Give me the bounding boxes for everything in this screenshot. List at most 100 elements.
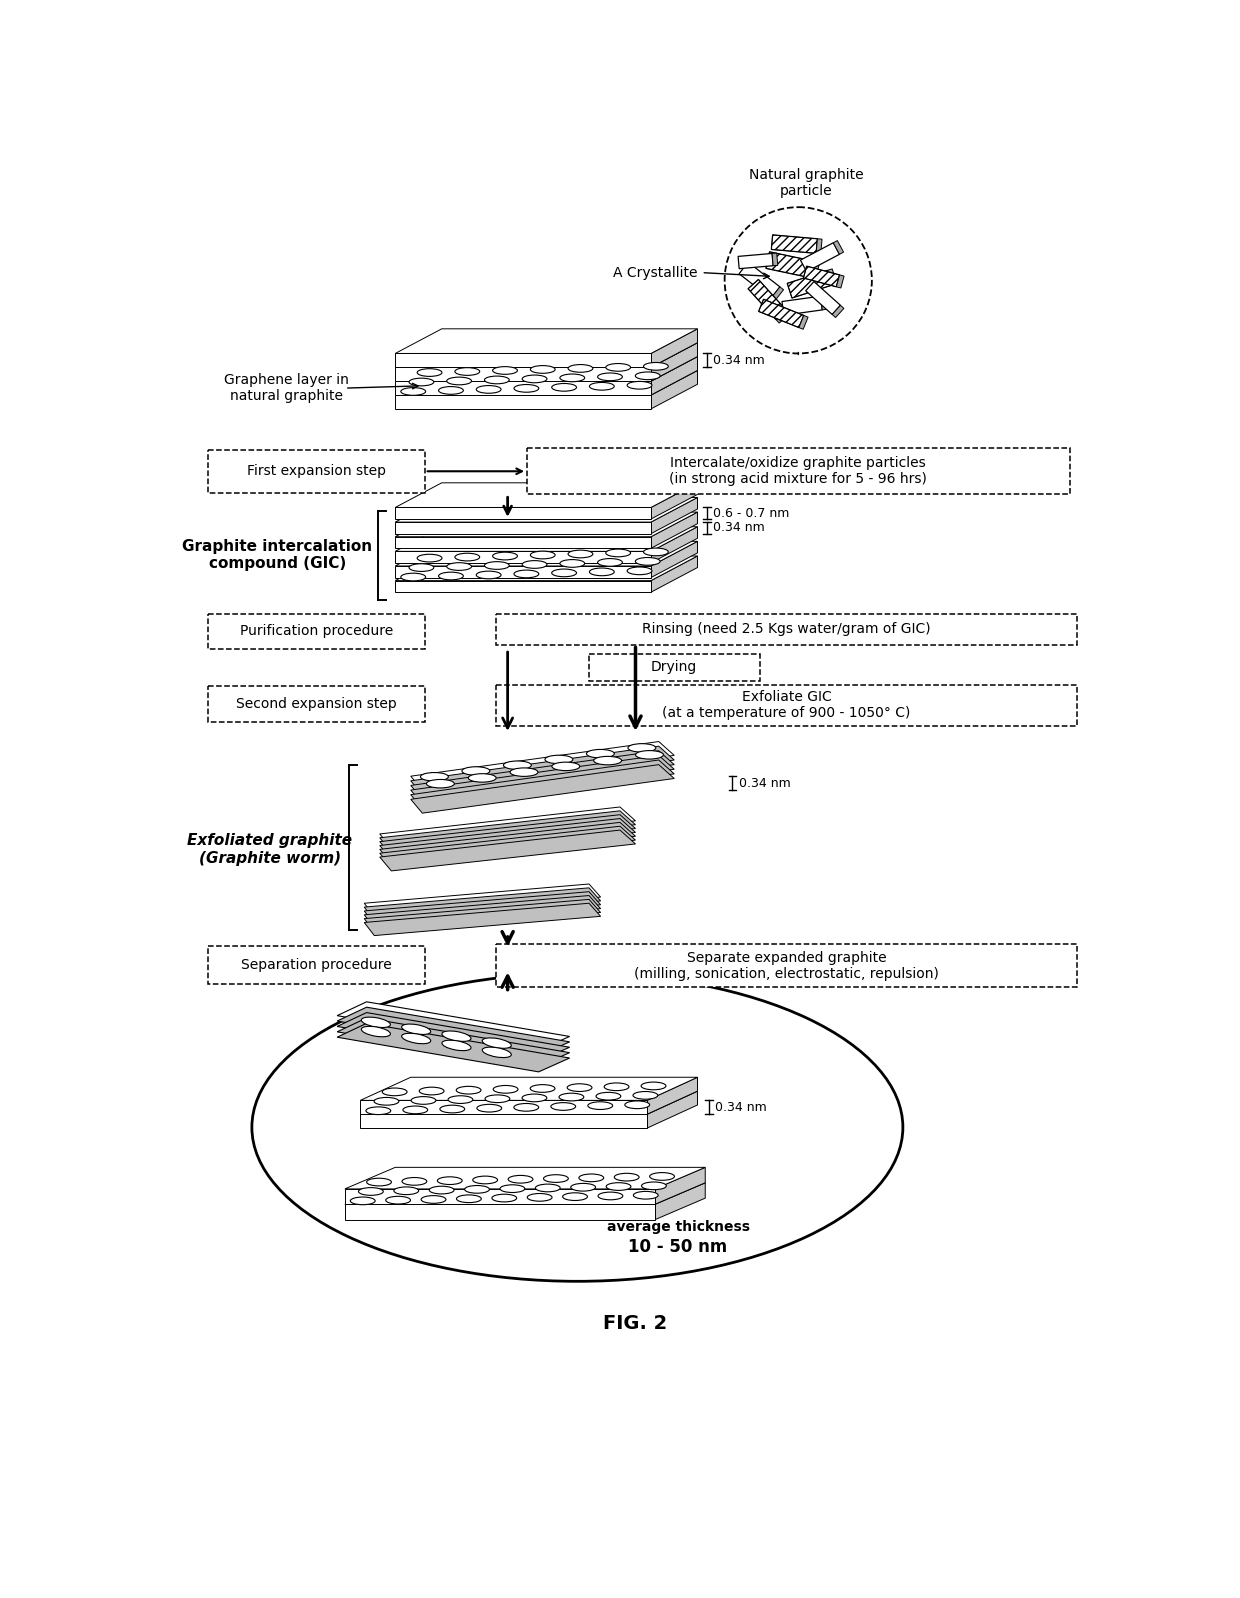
Ellipse shape — [455, 368, 480, 376]
Ellipse shape — [632, 1091, 657, 1099]
Ellipse shape — [485, 561, 510, 569]
Polygon shape — [396, 395, 651, 409]
Polygon shape — [337, 1018, 569, 1066]
Ellipse shape — [536, 1184, 560, 1192]
Polygon shape — [782, 296, 822, 315]
Ellipse shape — [563, 1192, 588, 1200]
Ellipse shape — [552, 762, 580, 770]
FancyBboxPatch shape — [589, 654, 759, 681]
Polygon shape — [361, 1114, 647, 1128]
Ellipse shape — [606, 363, 631, 371]
Text: Intercalate/oxidize graphite particles
(in strong acid mixture for 5 - 96 hrs): Intercalate/oxidize graphite particles (… — [670, 455, 928, 486]
Polygon shape — [396, 537, 651, 548]
Polygon shape — [799, 315, 808, 329]
Ellipse shape — [492, 1194, 517, 1202]
Polygon shape — [771, 288, 784, 302]
Ellipse shape — [429, 1186, 454, 1194]
Polygon shape — [651, 342, 697, 382]
Ellipse shape — [634, 1192, 658, 1198]
Polygon shape — [787, 270, 832, 297]
Polygon shape — [379, 810, 635, 852]
Polygon shape — [361, 1091, 697, 1114]
Ellipse shape — [440, 1106, 465, 1112]
Ellipse shape — [382, 1088, 407, 1096]
FancyBboxPatch shape — [496, 944, 1078, 988]
Polygon shape — [396, 382, 651, 395]
Polygon shape — [410, 751, 675, 799]
Polygon shape — [361, 1101, 647, 1114]
Ellipse shape — [456, 1195, 481, 1203]
Polygon shape — [806, 281, 841, 315]
Ellipse shape — [650, 1173, 675, 1181]
Text: FIG. 2: FIG. 2 — [604, 1314, 667, 1333]
Polygon shape — [379, 807, 635, 849]
Ellipse shape — [636, 751, 663, 759]
Polygon shape — [833, 241, 843, 254]
Polygon shape — [337, 1002, 569, 1050]
Ellipse shape — [606, 1183, 631, 1191]
Ellipse shape — [588, 1101, 613, 1109]
Ellipse shape — [627, 743, 656, 753]
Polygon shape — [396, 542, 697, 566]
Ellipse shape — [596, 1093, 621, 1099]
Polygon shape — [337, 1013, 569, 1061]
Polygon shape — [365, 884, 600, 916]
Text: A Crystallite: A Crystallite — [613, 265, 697, 280]
Polygon shape — [396, 483, 697, 508]
Ellipse shape — [472, 1176, 497, 1184]
Ellipse shape — [503, 761, 532, 770]
Polygon shape — [396, 523, 651, 534]
Polygon shape — [651, 483, 697, 519]
Ellipse shape — [252, 973, 903, 1282]
Polygon shape — [651, 556, 697, 593]
Polygon shape — [738, 254, 774, 268]
Polygon shape — [379, 815, 635, 855]
Text: Separate expanded graphite
(milling, sonication, electrostatic, repulsion): Separate expanded graphite (milling, son… — [634, 951, 939, 981]
Ellipse shape — [635, 558, 660, 566]
Ellipse shape — [412, 1096, 436, 1104]
Polygon shape — [396, 368, 651, 382]
Ellipse shape — [500, 1184, 525, 1192]
Polygon shape — [832, 305, 844, 318]
Polygon shape — [361, 1077, 697, 1101]
Ellipse shape — [527, 1194, 552, 1202]
Ellipse shape — [531, 1085, 556, 1093]
Polygon shape — [651, 527, 697, 562]
Ellipse shape — [568, 550, 593, 558]
Polygon shape — [379, 829, 635, 871]
Ellipse shape — [441, 1040, 471, 1050]
Polygon shape — [396, 353, 651, 368]
Ellipse shape — [448, 1096, 472, 1104]
Polygon shape — [410, 756, 675, 804]
Polygon shape — [365, 892, 600, 924]
Ellipse shape — [417, 369, 441, 377]
Ellipse shape — [456, 1087, 481, 1095]
Polygon shape — [410, 741, 675, 789]
Ellipse shape — [644, 548, 668, 556]
Text: 0.34 nm: 0.34 nm — [713, 353, 765, 368]
Text: 0.6 - 0.7 nm: 0.6 - 0.7 nm — [713, 507, 790, 519]
Polygon shape — [811, 262, 820, 280]
Polygon shape — [801, 243, 839, 272]
Ellipse shape — [403, 1106, 428, 1114]
Polygon shape — [655, 1168, 706, 1205]
Ellipse shape — [579, 1175, 604, 1181]
Ellipse shape — [552, 569, 577, 577]
Polygon shape — [365, 888, 600, 920]
Ellipse shape — [513, 1104, 538, 1111]
Ellipse shape — [386, 1197, 410, 1203]
Ellipse shape — [627, 382, 652, 390]
Ellipse shape — [531, 551, 556, 559]
Ellipse shape — [587, 749, 614, 757]
Text: Drying: Drying — [651, 660, 697, 674]
Ellipse shape — [361, 1026, 391, 1037]
Ellipse shape — [351, 1197, 376, 1205]
Polygon shape — [396, 580, 651, 593]
Ellipse shape — [568, 364, 593, 372]
Text: Rinsing (need 2.5 Kgs water/gram of GIC): Rinsing (need 2.5 Kgs water/gram of GIC) — [642, 622, 931, 636]
Ellipse shape — [589, 567, 614, 575]
Polygon shape — [396, 527, 697, 551]
Ellipse shape — [469, 773, 496, 781]
Ellipse shape — [598, 559, 622, 566]
Text: Natural graphite
particle: Natural graphite particle — [749, 168, 863, 198]
